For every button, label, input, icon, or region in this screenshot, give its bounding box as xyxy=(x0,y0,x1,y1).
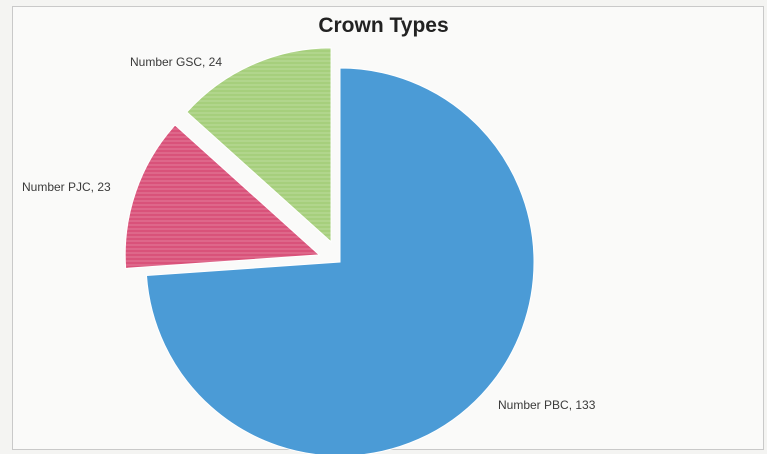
data-label-number-pjc: Number PJC, 23 xyxy=(22,180,111,194)
pie-slice-texture xyxy=(125,125,320,269)
data-label-number-gsc: Number GSC, 24 xyxy=(130,55,222,69)
pie-slice-texture xyxy=(186,47,332,242)
data-label-number-pbc: Number PBC, 133 xyxy=(498,398,596,412)
chart-title: Crown Types xyxy=(318,14,449,37)
pie-slice-number-pbc xyxy=(145,67,535,454)
